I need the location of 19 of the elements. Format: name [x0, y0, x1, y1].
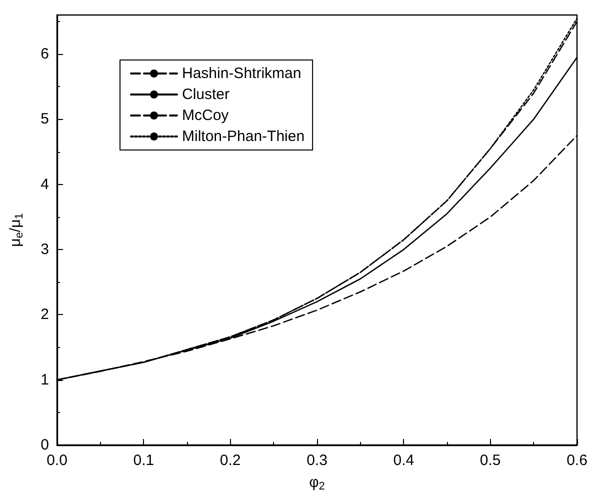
x-tick-label: 0.4 [393, 452, 414, 469]
legend-label: McCoy [182, 107, 230, 124]
x-tick-label: 0.3 [306, 452, 328, 469]
y-tick-label: 0 [40, 436, 49, 454]
y-tick-label: 4 [40, 176, 49, 193]
legend-label: Milton-Phan-Thien [182, 128, 305, 145]
y-tick-label: 6 [40, 46, 49, 63]
y-axis-title: μe/μ1 [7, 213, 26, 247]
x-tick-label: 0.2 [220, 452, 241, 469]
x-tick-label: 0.0 [46, 452, 68, 469]
x-tick-label: 0.6 [566, 452, 588, 469]
y-tick-label: 5 [40, 110, 49, 128]
legend-label: Hashin-Shtrikman [182, 65, 302, 82]
x-tick-label: 0.1 [133, 452, 154, 469]
y-tick-label: 3 [40, 241, 49, 258]
y-tick-label: 1 [40, 371, 49, 388]
x-tick-label: 0.5 [480, 452, 501, 469]
y-tick-label: 2 [40, 306, 49, 324]
legend-label: Cluster [182, 86, 230, 103]
